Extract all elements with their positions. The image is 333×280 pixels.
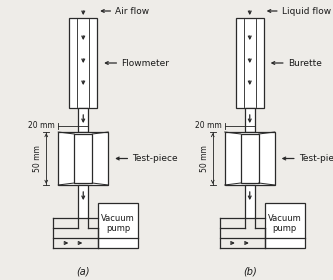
- Text: Air flow: Air flow: [115, 6, 150, 15]
- Bar: [78, 108, 88, 132]
- Bar: [98, 203, 138, 248]
- Text: 20 mm: 20 mm: [195, 122, 222, 130]
- Text: Flowmeter: Flowmeter: [121, 59, 169, 67]
- Text: Test-piece: Test-piece: [132, 154, 178, 163]
- Bar: [236, 18, 264, 108]
- Text: Vacuum
pump: Vacuum pump: [101, 214, 135, 233]
- Bar: [74, 134, 92, 183]
- Text: Vacuum
pump: Vacuum pump: [268, 214, 302, 233]
- Text: 20 mm: 20 mm: [29, 122, 55, 130]
- Bar: [58, 132, 108, 185]
- Text: (b): (b): [243, 267, 257, 277]
- Bar: [241, 134, 259, 183]
- Bar: [69, 18, 97, 108]
- Text: Burette: Burette: [288, 59, 322, 67]
- Bar: [225, 132, 275, 185]
- Text: Test-piece: Test-piece: [299, 154, 333, 163]
- Bar: [265, 203, 305, 248]
- Bar: [245, 108, 255, 132]
- Bar: [78, 185, 88, 218]
- Text: 50 mm: 50 mm: [200, 145, 209, 172]
- Text: 50 mm: 50 mm: [33, 145, 42, 172]
- Text: (a): (a): [77, 267, 90, 277]
- Bar: [245, 185, 255, 218]
- Text: Liquid flow: Liquid flow: [282, 6, 331, 15]
